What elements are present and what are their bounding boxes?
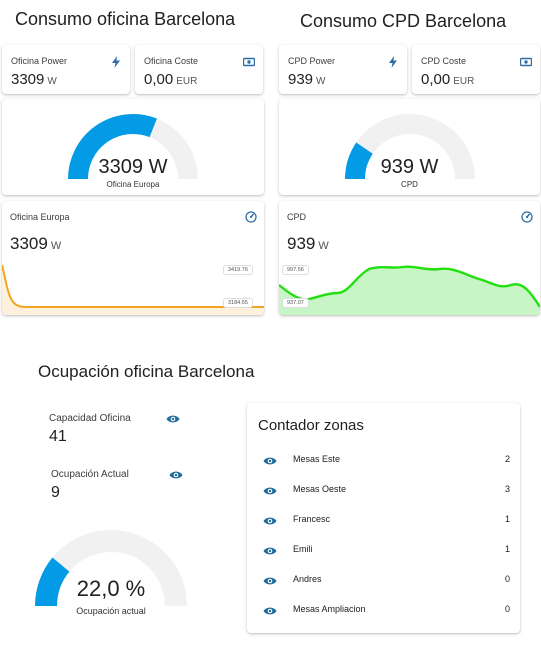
entity-name: Oficina Coste <box>144 56 199 66</box>
zone-counter-title: Contador zonas <box>258 417 364 434</box>
zone-count: 2 <box>504 454 510 464</box>
graph-value: 939 <box>287 234 316 253</box>
zone-name: Mesas Este <box>293 454 341 464</box>
sparkline-line <box>2 264 264 308</box>
gauge-oficina <box>68 114 198 179</box>
entity-value: 939 <box>288 71 314 88</box>
cash-icon <box>243 57 255 67</box>
gauge-icon <box>521 211 533 223</box>
zone-name: Andres <box>293 574 322 584</box>
eye-icon[interactable] <box>169 470 183 480</box>
gauge-value: 939 W <box>380 156 439 178</box>
gauge-value: 22,0 % <box>76 576 146 601</box>
gauge-card-cpd[interactable]: 939 W CPD <box>279 99 540 195</box>
gauge-icon <box>245 211 257 223</box>
zone-count: 0 <box>504 574 510 584</box>
entity-name: Oficina Power <box>11 56 68 66</box>
entity-card-cpd-power[interactable]: CPD Power 939 W <box>279 45 407 94</box>
zone-count: 1 <box>504 514 510 524</box>
zone-count: 0 <box>504 604 510 614</box>
zone-name: Mesas Ampliacion <box>293 604 366 614</box>
zone-row[interactable]: Mesas Este 2 <box>247 451 520 471</box>
sparkline-line <box>279 265 540 308</box>
graph-max-label: 3419.76 <box>223 265 253 275</box>
entity-unit: EUR <box>176 76 198 87</box>
zone-row[interactable]: Andres 0 <box>247 571 520 591</box>
zone-name: Francesc <box>293 514 331 524</box>
flash-icon <box>389 56 397 68</box>
entity-unit: EUR <box>453 76 475 87</box>
section-title-oficina: Consumo oficina Barcelona <box>15 9 236 29</box>
graph-min-label: 3184.65 <box>223 298 253 308</box>
gauge-label: CPD <box>401 180 418 189</box>
gauge-fill <box>35 557 70 606</box>
eye-icon[interactable] <box>263 576 277 586</box>
eye-icon[interactable] <box>263 516 277 526</box>
zone-row[interactable]: Mesas Ampliacion 0 <box>247 601 520 621</box>
zone-row[interactable]: Emili 1 <box>247 541 520 561</box>
zone-name: Mesas Oeste <box>293 484 347 494</box>
zone-counter-card: Contador zonas Mesas Este 2 Mesas Oeste 3 Fr… <box>247 403 520 633</box>
zone-row[interactable]: Francesc 1 <box>247 511 520 531</box>
graph-value: 3309 <box>10 234 48 253</box>
graph-card-oficina[interactable]: Oficina Europa 3309 W 3419.76 3184.65 <box>2 201 264 315</box>
flash-icon <box>112 56 120 68</box>
section-title-cpd: Consumo CPD Barcelona <box>300 11 507 31</box>
ocupacion-actual-label: Ocupación Actual <box>51 469 129 480</box>
graph-max-label: 997.56 <box>282 265 309 275</box>
gauge-cpd <box>345 114 475 179</box>
sparkline-oficina <box>2 264 264 315</box>
sparkline-cpd <box>279 265 540 315</box>
sparkline-area <box>2 265 264 315</box>
zone-name: Emili <box>293 544 313 554</box>
graph-name: Oficina Europa <box>10 212 70 222</box>
zone-row[interactable]: Mesas Oeste 3 <box>247 481 520 501</box>
graph-unit: W <box>318 240 329 252</box>
eye-icon[interactable] <box>166 414 180 424</box>
entity-unit: W <box>47 76 57 87</box>
entity-value: 3309 <box>11 71 45 88</box>
gauge-fill <box>68 114 157 179</box>
gauge-fill <box>345 142 374 179</box>
sparkline-area <box>279 266 540 315</box>
zone-count: 3 <box>504 484 510 494</box>
entity-unit: W <box>316 76 326 87</box>
gauge-ocupacion[interactable]: 22,0 % Ocupación actual <box>35 524 187 624</box>
zone-count: 1 <box>504 544 510 554</box>
entity-card-oficina-power[interactable]: Oficina Power 3309 W <box>2 45 130 94</box>
gauge-label: Oficina Europa <box>106 180 160 189</box>
capacidad-value: 41 <box>49 428 67 445</box>
entity-card-cpd-coste[interactable]: CPD Coste 0,00 EUR <box>412 45 540 94</box>
section-title-ocupacion: Ocupación oficina Barcelona <box>38 362 255 381</box>
eye-icon[interactable] <box>263 606 277 616</box>
eye-icon[interactable] <box>263 486 277 496</box>
gauge-card-oficina[interactable]: 3309 W Oficina Europa <box>2 99 264 195</box>
graph-name: CPD <box>287 212 307 222</box>
eye-icon[interactable] <box>263 456 277 466</box>
gauge-value: 3309 W <box>98 156 168 178</box>
graph-card-cpd[interactable]: CPD 939 W 997.56 937.07 <box>279 201 540 315</box>
gauge-label: Ocupación actual <box>76 606 146 616</box>
entity-name: CPD Coste <box>421 56 467 66</box>
gauge-ocupacion-arc <box>35 530 187 606</box>
graph-unit: W <box>50 240 62 252</box>
graph-min-label: 937.07 <box>282 298 309 308</box>
capacidad-label: Capacidad Oficina <box>49 413 131 424</box>
entity-card-oficina-coste[interactable]: Oficina Coste 0,00 EUR <box>135 45 263 94</box>
cash-icon <box>520 57 532 67</box>
ocupacion-actual-value: 9 <box>51 484 60 501</box>
entity-name: CPD Power <box>288 56 336 66</box>
entity-value: 0,00 <box>421 71 451 88</box>
entity-value: 0,00 <box>144 71 174 88</box>
eye-icon[interactable] <box>263 546 277 556</box>
